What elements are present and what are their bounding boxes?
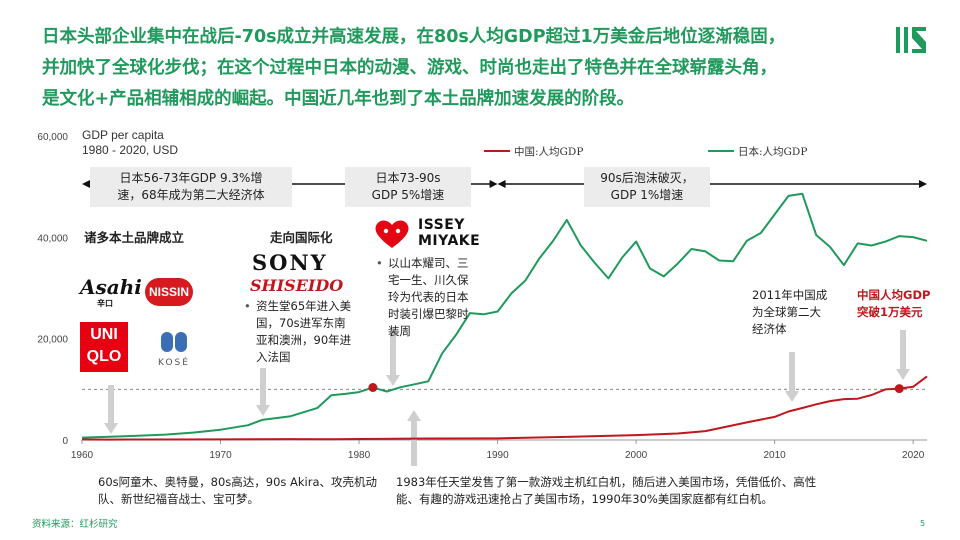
china-10k-note: 中国人均GDP突破1万美元 (857, 288, 931, 319)
pointer-arrow-up (407, 410, 421, 466)
pointer-arrow-shaft (108, 385, 114, 424)
phase-box-3: 90s后泡沫破灭， GDP 1%增速 (584, 167, 710, 207)
issey-miyake-line-2: MIYAKE (418, 233, 481, 249)
x-tick-label: 2020 (902, 450, 925, 461)
y-tick-label: 40,000 (37, 233, 68, 244)
pointer-arrow-head (896, 369, 910, 380)
sony-logo: SONY (252, 250, 328, 275)
shiseido-note: 资生堂65年进入美国，70s进军东南亚和澳洲，90年进入法国 (244, 298, 356, 366)
phase-arrow-head-left (82, 180, 90, 188)
asahi-wordmark: Asahi (80, 275, 142, 299)
x-tick-label: 2000 (625, 450, 648, 461)
pointer-arrow-head (104, 423, 118, 434)
uniqlo-line-1: UNI (90, 326, 118, 343)
international-title: 走向国际化 (270, 230, 333, 245)
asahi-subtext: 辛口 (97, 299, 113, 308)
pointer-arrow-shaft (789, 352, 795, 392)
phase-box-1-line-1: 日本56-73年GDP 9.3%增 (119, 171, 263, 185)
phase-box-3-line-2: GDP 1%增速 (610, 188, 684, 202)
phase-box-2-line-1: 日本73-90s (375, 171, 441, 185)
pointer-arrow-shaft (900, 330, 906, 370)
headline-line-3: 是文化+产品相辅相成的崛起。中国近几年也到了本土品牌加速发展的阶段。 (42, 89, 635, 109)
pointer-arrow-down (896, 330, 910, 380)
phase-arrow-head-right (489, 180, 498, 188)
issey-miyake-logo: ISSEY MIYAKE (418, 217, 480, 249)
highlight-point (894, 384, 904, 394)
game-note: 1983年任天堂发售了第一款游戏主机红白机，随后进入美国市场，凭借低价、高性能、… (396, 475, 817, 506)
x-tick-label: 1980 (348, 450, 371, 461)
uniqlo-logo: UNI QLO (80, 322, 128, 372)
phase-box-1: 日本56-73年GDP 9.3%增 速，68年成为第二大经济体 (90, 167, 292, 207)
nissin-wordmark: NISSIN (148, 285, 189, 299)
phase-box-2: 日本73-90s GDP 5%增速 (345, 167, 471, 207)
x-tick-label: 1990 (486, 450, 509, 461)
pointer-arrow-down (256, 368, 270, 416)
series-line (81, 375, 928, 441)
china-2011-note: 2011年中国成为全球第二大经济体 (752, 288, 828, 336)
legend-label: 日本:人均GDP (738, 145, 807, 158)
x-tick-label: 1970 (209, 450, 232, 461)
phase-box-3-line-1: 90s后泡沫破灭， (600, 171, 694, 185)
pointer-arrow-shaft (390, 328, 396, 376)
issey-miyake-line-1: ISSEY (418, 217, 465, 233)
kose-wordmark: KOSÉ (158, 358, 190, 368)
anime-note: 60s阿童木、奥特曼，80s高达，90s Akira、攻壳机动队、新世纪福音战士… (98, 475, 378, 506)
source-note: 资料来源：红杉研究 (32, 519, 118, 530)
pointer-arrow-head (407, 410, 421, 421)
phase-arrow-head-left (497, 180, 506, 188)
uniqlo-line-2: QLO (86, 348, 122, 365)
y-tick-label: 60,000 (37, 132, 68, 143)
series-line (81, 192, 928, 439)
chart-subtitle: 1980 - 2020, USD (82, 143, 178, 157)
highlight-point (368, 383, 378, 393)
asahi-logo: Asahi 辛口 (80, 275, 142, 309)
legend-label: 中国:人均GDP (514, 145, 583, 158)
y-tick-label: 20,000 (37, 335, 68, 346)
x-tick-label: 2010 (763, 450, 786, 461)
nissin-logo: NISSIN (145, 278, 193, 306)
phase-box-1-line-2: 速，68年成为第二大经济体 (117, 188, 265, 202)
phase-arrow-head-right (919, 180, 927, 188)
company-logo-icon (896, 27, 926, 53)
pointer-arrow-head (785, 391, 799, 402)
brands-title: 诸多本土品牌成立 (84, 230, 185, 245)
phase-box-2-line-2: GDP 5%增速 (371, 188, 445, 202)
pointer-arrow-down (104, 385, 118, 434)
pointer-arrow-down (785, 352, 799, 402)
shiseido-logo: SHISEIDO (250, 276, 344, 295)
pointer-arrow-shaft (260, 368, 266, 406)
y-tick-label: 0 (62, 436, 68, 447)
pointer-arrow-head (386, 375, 400, 386)
page-number: 5 (920, 519, 926, 528)
headline-line-2: 并加快了全球化步伐；在这个过程中日本的动漫、游戏、时尚也走出了特色并在全球崭露头… (42, 58, 777, 78)
kose-logo: KOSÉ (150, 330, 198, 368)
chart-title: GDP per capita (82, 128, 164, 142)
kose-mark-icon (161, 332, 187, 352)
pointer-arrow-shaft (411, 420, 417, 466)
headline-line-1: 日本头部企业集中在战后-70s成立并高速发展，在80s人均GDP超过1万美金后地… (42, 27, 786, 47)
pointer-arrow-down (386, 328, 400, 386)
pointer-arrow-head (256, 405, 270, 416)
comme-des-garcons-heart-icon (375, 220, 409, 248)
headline: 日本头部企业集中在战后-70s成立并高速发展，在80s人均GDP超过1万美金后地… (42, 22, 842, 115)
fashion-note: 以山本耀司、三宅一生、川久保玲为代表的日本时装引爆巴黎时装周 (376, 255, 478, 340)
x-tick-label: 1960 (71, 450, 94, 461)
